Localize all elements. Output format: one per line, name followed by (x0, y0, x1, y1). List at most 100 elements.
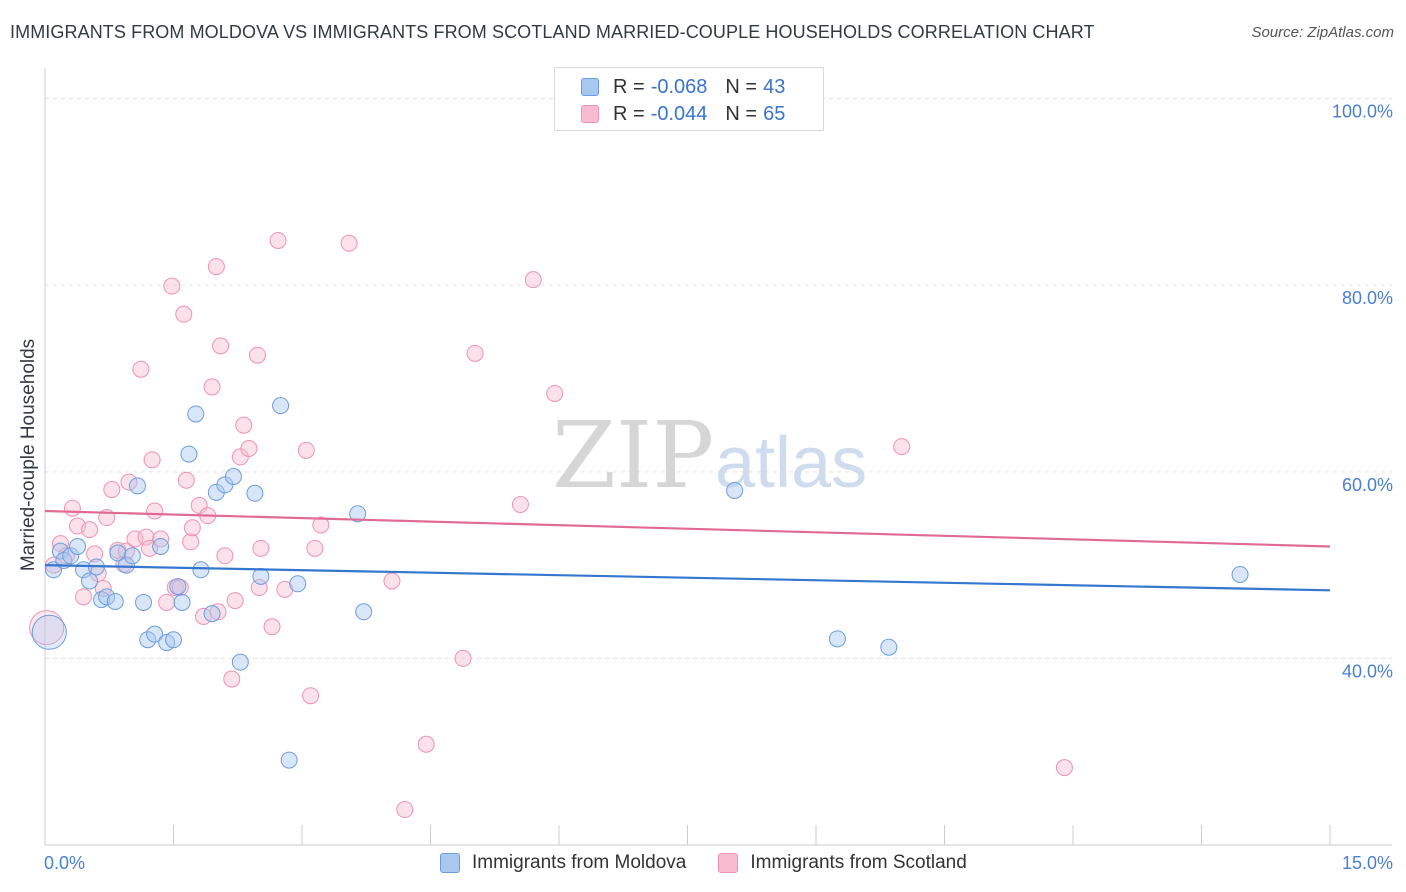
moldova-points (31, 397, 1249, 769)
moldova-point (187, 405, 205, 423)
moldova-point (117, 556, 135, 574)
scotland-point (524, 271, 542, 289)
moldova-point (280, 751, 298, 769)
scotland-point (183, 519, 201, 537)
moldova-point (106, 593, 124, 611)
scotland-point (143, 451, 161, 469)
moldova-point (109, 544, 127, 562)
axes (44, 68, 1392, 846)
y-tick-label: 60.0% (1342, 475, 1393, 495)
bottom-legend-moldova-label: Immigrants from Moldova (472, 852, 687, 873)
trend-lines (44, 509, 1331, 592)
moldova-point (173, 593, 191, 611)
scotland-point (132, 360, 150, 378)
moldova-point (139, 631, 157, 649)
moldova-point (146, 625, 164, 643)
legend: R = -0.068 N = 43 R = -0.044 N = 65 (554, 67, 824, 131)
y-tick-label: 80.0% (1342, 288, 1393, 308)
legend-r-value: -0.044 (650, 102, 708, 125)
bottom-legend: Immigrants from Moldova Immigrants from … (440, 852, 999, 874)
scotland-point (158, 593, 176, 611)
moldova-point (207, 483, 225, 501)
scotland-point (263, 618, 281, 636)
legend-r-label: R = (613, 75, 645, 98)
scotland-point (226, 592, 244, 610)
gridlines (45, 98, 1392, 659)
scotland-point (182, 533, 200, 551)
moldova-point (51, 542, 69, 560)
moldova-point (349, 505, 367, 523)
scotland-swatch (718, 853, 739, 873)
scotland-point (312, 516, 330, 534)
scotland-point (302, 687, 320, 705)
scotland-point (141, 539, 159, 557)
moldova-point (129, 477, 147, 495)
scotland-point (383, 572, 401, 590)
legend-row-moldova: R = -0.068 N = 43 (581, 75, 785, 99)
watermark-atlas: atlas (715, 423, 867, 503)
scotland-point (216, 547, 234, 565)
x-tick-label-max: 15.0% (1342, 853, 1393, 873)
scotland-point (163, 277, 181, 295)
moldova-point (152, 537, 170, 555)
bottom-legend-scotland: Immigrants from Scotland (718, 852, 967, 874)
scotland-points (29, 231, 1073, 819)
moldova-point (93, 591, 111, 609)
scotland-point (137, 528, 155, 546)
scotland-swatch (581, 105, 599, 123)
legend-n-label: N = (725, 75, 758, 98)
watermark-zip: ZIP (552, 402, 714, 509)
moldova-swatch (581, 78, 599, 96)
moldova-trend-line (44, 564, 1331, 592)
bottom-legend-scotland-label: Immigrants from Scotland (750, 852, 967, 873)
scotland-point (120, 473, 138, 491)
moldova-point (192, 561, 210, 579)
moldova-point (231, 653, 249, 671)
moldova-point (203, 605, 221, 623)
scotland-point (75, 588, 93, 606)
y-tick-label: 40.0% (1342, 661, 1393, 681)
moldova-point (81, 572, 99, 590)
legend-row-scotland: R = -0.044 N = 65 (581, 102, 785, 126)
chart-title: IMMIGRANTS FROM MOLDOVA VS IMMIGRANTS FR… (10, 22, 1095, 42)
y-tick-label: 100.0% (1332, 102, 1393, 122)
scotland-trend-line (44, 509, 1331, 548)
scotland-point (252, 539, 270, 557)
scotland-point (152, 530, 170, 548)
y-axis-label: Married-couple Households (18, 339, 39, 571)
scotland-point (146, 502, 164, 520)
moldova-point (246, 484, 264, 502)
scotland-point (511, 495, 529, 513)
scotland-point (63, 499, 81, 517)
scotland-point (297, 441, 315, 459)
tick-labels: 40.0% 60.0% 80.0% 100.0% 0.0% 15.0% (44, 102, 1393, 873)
moldova-point (828, 630, 846, 648)
x-tick-label-min: 0.0% (44, 853, 85, 873)
moldova-swatch (440, 853, 460, 873)
moldova-point (180, 445, 198, 463)
scotland-point (546, 384, 564, 402)
moldova-point (726, 481, 744, 499)
scotland-point (103, 481, 121, 499)
scotland-point (86, 545, 104, 563)
scotland-point (126, 530, 144, 548)
moldova-point (224, 467, 242, 485)
scotland-point (396, 801, 414, 819)
moldova-point (62, 547, 80, 565)
moldova-point (123, 547, 141, 565)
moldova-point (135, 593, 153, 611)
bottom-legend-moldova: Immigrants from Moldova (440, 852, 686, 874)
moldova-point (98, 588, 116, 606)
scotland-point (248, 346, 266, 364)
scotland-point (235, 416, 253, 434)
moldova-point (289, 575, 307, 593)
scotland-point (207, 258, 225, 276)
legend-r-value: -0.068 (650, 75, 708, 98)
moldova-point (1231, 565, 1249, 583)
scotland-point (893, 438, 911, 456)
moldova-point (31, 614, 67, 650)
moldova-point (165, 631, 182, 649)
scotland-point (466, 344, 484, 362)
moldova-point (355, 603, 373, 621)
